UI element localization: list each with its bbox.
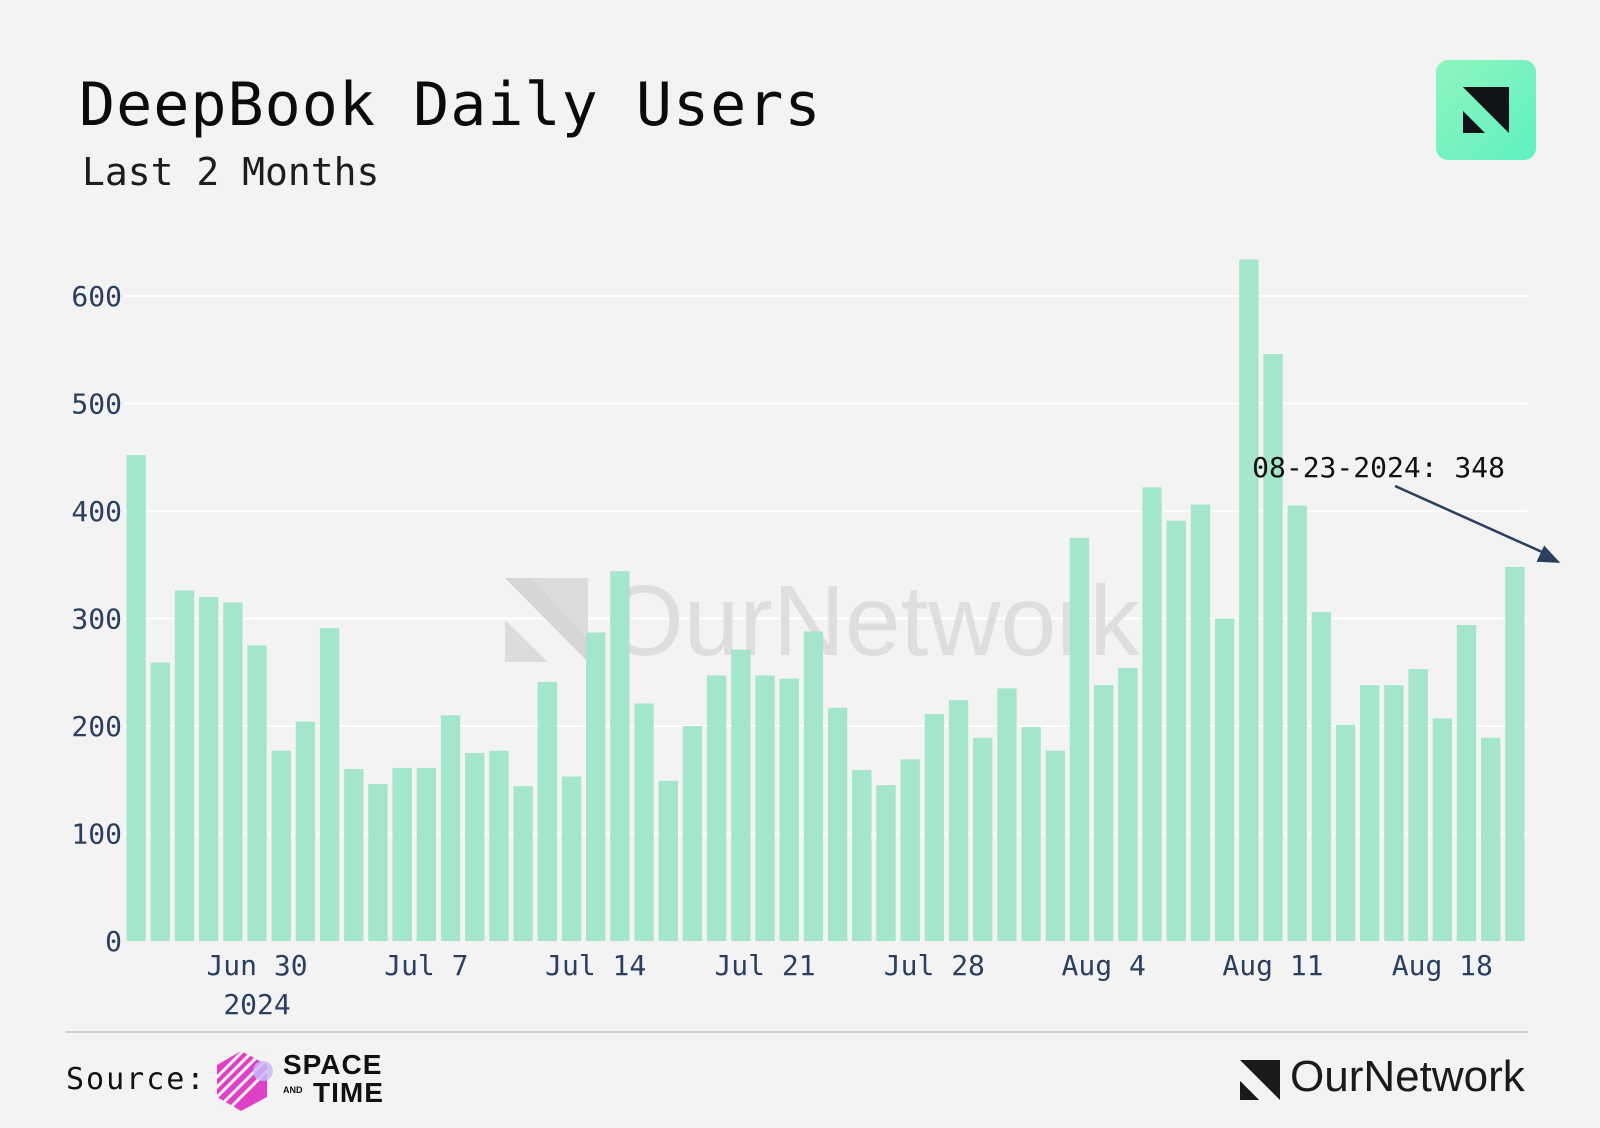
bar	[1142, 487, 1162, 941]
bar	[852, 770, 872, 941]
bar	[247, 645, 267, 941]
chart-subtitle: Last 2 Months	[82, 150, 380, 194]
bar	[827, 707, 848, 941]
bar	[537, 681, 557, 941]
bar	[319, 628, 340, 941]
bar	[900, 759, 920, 941]
bar	[1045, 750, 1065, 941]
bar	[344, 769, 364, 941]
bar	[948, 700, 969, 941]
y-tick-label: 300	[71, 603, 122, 636]
bar	[416, 767, 437, 941]
sxt-word-and: AND	[283, 1085, 303, 1095]
y-tick-label: 500	[71, 388, 122, 421]
bar	[1094, 685, 1114, 941]
bar	[658, 780, 678, 941]
bar	[1069, 537, 1090, 941]
y-tick-label: 200	[71, 710, 122, 743]
ournetwork-footer-mark-icon	[1240, 1060, 1280, 1100]
x-tick-label: Jul 28	[884, 949, 985, 982]
space-and-time-logo: SPACE AND TIME	[213, 1047, 385, 1113]
bar	[392, 767, 412, 941]
annotation-arrowhead	[1536, 545, 1561, 563]
bar	[126, 455, 146, 941]
sxt-word-time: TIME	[313, 1077, 384, 1108]
bar	[1456, 624, 1477, 941]
bar	[682, 726, 703, 941]
bar	[295, 721, 316, 941]
watermark-text: OurNetwork	[606, 565, 1140, 677]
bar	[271, 750, 291, 941]
bar	[779, 678, 799, 941]
x-axis: Jun 30 2024 Jul 7 Jul 14 Jul 21 Jul 28 Aug 4 Au…	[206, 949, 1492, 1021]
bar	[610, 571, 630, 941]
bars	[126, 259, 1525, 941]
bar	[561, 776, 582, 941]
bar	[368, 784, 388, 941]
bar	[1311, 612, 1332, 941]
annotation-label: 08-23-2024: 348	[1252, 451, 1505, 484]
ournetwork-badge-logo	[1436, 60, 1536, 160]
ournetwork-mark-icon	[1463, 87, 1509, 133]
space-and-time-mark-icon	[213, 1047, 275, 1111]
bar	[1335, 724, 1356, 941]
y-tick-label: 0	[105, 925, 122, 958]
bar	[489, 750, 509, 941]
bar	[1166, 520, 1186, 941]
bar	[1360, 685, 1380, 941]
bar	[465, 752, 485, 941]
bar	[803, 631, 824, 941]
bar	[755, 675, 775, 941]
x-tick-label: Aug 18	[1392, 949, 1493, 982]
bar	[876, 785, 896, 941]
chart-title: DeepBook Daily Users	[79, 70, 822, 140]
bar-chart: OurNetwork 0 100 200 300 400 500 600 Jun 30 202…	[71, 259, 1561, 1021]
bar	[634, 703, 654, 941]
y-tick-label: 100	[71, 818, 122, 851]
bar	[586, 632, 606, 941]
x-tick-label: Jul 14	[545, 949, 646, 982]
x-tick-label: Aug 11	[1222, 949, 1323, 982]
sxt-word-space: SPACE	[283, 1049, 383, 1080]
bar	[223, 602, 243, 941]
bar	[731, 649, 751, 941]
bar	[973, 737, 993, 941]
bar	[1287, 505, 1307, 941]
annotation-arrow-line	[1394, 484, 1547, 556]
bar	[1263, 354, 1283, 941]
bar	[1384, 685, 1404, 941]
bar	[1408, 669, 1428, 941]
bar	[1190, 504, 1211, 941]
x-tick-label: Aug 4	[1062, 949, 1146, 982]
bar	[1432, 718, 1453, 941]
bar	[1505, 566, 1525, 941]
bar	[1239, 259, 1259, 941]
bar	[1118, 667, 1138, 941]
y-tick-label: 600	[71, 280, 122, 313]
bar	[924, 714, 945, 941]
bar	[198, 597, 219, 941]
publisher-name: OurNetwork	[1290, 1052, 1525, 1101]
bar	[150, 662, 170, 941]
source-label: Source:	[66, 1062, 207, 1097]
bar	[440, 715, 461, 941]
annotation: 08-23-2024: 348	[1252, 451, 1561, 563]
y-axis: 0 100 200 300 400 500 600	[71, 280, 122, 958]
footer-divider	[66, 1031, 1528, 1033]
bar	[997, 688, 1017, 941]
bar	[513, 786, 533, 941]
x-tick-label: Jul 7	[384, 949, 468, 982]
x-tick-sublabel: 2024	[223, 988, 290, 1021]
bar	[1021, 727, 1041, 941]
x-tick-label: Jun 30	[206, 949, 307, 982]
watermark: OurNetwork	[505, 565, 1140, 677]
bar	[1481, 737, 1501, 941]
bar	[706, 675, 727, 941]
bar	[1214, 618, 1235, 941]
x-tick-label: Jul 21	[714, 949, 815, 982]
y-tick-label: 400	[71, 495, 122, 528]
bar	[174, 590, 195, 941]
